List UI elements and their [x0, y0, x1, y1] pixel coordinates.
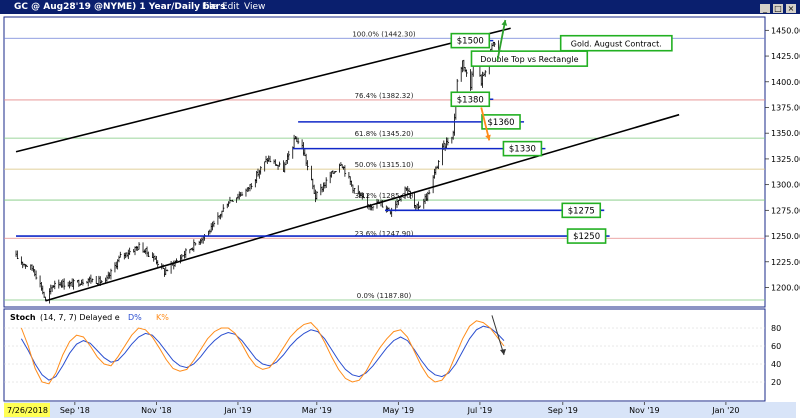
y-tick-label: 1200.00	[771, 283, 800, 292]
menu-view[interactable]: View	[244, 2, 266, 12]
price-panel	[3, 16, 766, 308]
stoch-tick-label: 40	[771, 360, 781, 369]
stoch-tick-label: 60	[771, 342, 781, 351]
menu-file[interactable]: File	[202, 2, 218, 12]
level-label: $1360	[488, 118, 515, 128]
x-tick-label: Jan '20	[711, 406, 739, 415]
x-tick-label: Sep '18	[60, 406, 90, 415]
arrow-head	[501, 20, 508, 26]
y-tick-label: 1425.00	[771, 52, 800, 61]
fib-label: 0.0% (1187.80)	[357, 292, 412, 300]
annotation-box	[470, 50, 589, 67]
stoch-tick-label: 20	[771, 378, 781, 387]
annotation-text: Double Top vs Rectangle	[480, 55, 578, 64]
arrow-head	[485, 134, 491, 141]
close-icon[interactable]: ×	[786, 4, 796, 13]
stoch-panel	[3, 308, 766, 402]
stoch-title: Stoch	[10, 313, 36, 322]
maximize-icon[interactable]: □	[773, 4, 783, 13]
level-label-box	[561, 202, 602, 219]
menu-edit[interactable]: Edit	[222, 2, 240, 12]
arrow-shaft	[480, 107, 491, 141]
stoch-k-line	[20, 320, 505, 385]
stoch-tick-label: 80	[771, 324, 781, 333]
x-tick-label: Jul '19	[467, 406, 493, 415]
x-tick-label: May '19	[383, 406, 414, 415]
y-tick-label: 1350.00	[771, 129, 800, 138]
stoch-legend-d: D%	[128, 313, 142, 322]
stoch-arrow-shaft	[491, 315, 505, 356]
y-tick-label: 1300.00	[771, 181, 800, 190]
fib-label: 38.2% (1285.00)	[355, 192, 414, 200]
annotation-box	[559, 34, 673, 52]
x-start-highlight	[4, 403, 50, 417]
fib-label: 50.0% (1315.10)	[355, 161, 414, 169]
stoch-params: (14, 7, 7) Delayed e	[40, 313, 120, 322]
fib-label: 23.6% (1247.90)	[355, 230, 414, 238]
channel-lower-line	[45, 113, 680, 302]
level-label-box	[450, 91, 491, 108]
y-tick-label: 1450.00	[771, 26, 800, 35]
x-tick-label: Nov '19	[629, 406, 660, 415]
level-label-box	[566, 228, 607, 244]
fib-label: 100.0% (1442.30)	[352, 30, 416, 38]
level-label: $1500	[457, 37, 484, 47]
level-label: $1330	[509, 145, 536, 155]
channel-upper-line	[15, 27, 511, 153]
stoch-d-line	[20, 325, 505, 381]
x-tick-label: Sep '19	[548, 406, 578, 415]
level-label: $1250	[573, 232, 600, 242]
level-label-box	[450, 32, 491, 49]
fib-label: 76.4% (1382.32)	[355, 92, 414, 100]
minimize-icon[interactable]: _	[760, 4, 770, 13]
y-tick-label: 1400.00	[771, 78, 800, 87]
level-label: $1275	[568, 206, 595, 216]
arrow-shaft	[496, 19, 507, 62]
y-tick-label: 1250.00	[771, 232, 800, 241]
x-tick-label: Jan '19	[223, 406, 251, 415]
y-tick-label: 1225.00	[771, 258, 800, 267]
y-tick-label: 1375.00	[771, 103, 800, 112]
y-tick-label: 1325.00	[771, 155, 800, 164]
window-titlebar: GC @ Aug28'19 @NYME) 1 Year/Daily bars F…	[0, 0, 800, 14]
x-axis-band	[4, 402, 796, 418]
level-label: $1380	[457, 95, 484, 105]
annotation-text: Gold. August Contract.	[571, 40, 662, 49]
window-title: GC @ Aug28'19 @NYME) 1 Year/Daily bars	[14, 2, 226, 12]
stoch-arrow-head	[499, 349, 506, 355]
x-tick-label: Nov '18	[141, 406, 172, 415]
x-tick-label: Mar '19	[302, 406, 332, 415]
x-start-label: 7/26/2018	[7, 406, 48, 415]
y-tick-label: 1275.00	[771, 206, 800, 215]
stoch-legend-k: K%	[156, 313, 169, 322]
fib-label: 61.8% (1345.20)	[355, 130, 414, 138]
level-label-box	[502, 140, 543, 157]
level-label-box	[481, 114, 521, 130]
window-controls: _ □ ×	[757, 2, 796, 13]
